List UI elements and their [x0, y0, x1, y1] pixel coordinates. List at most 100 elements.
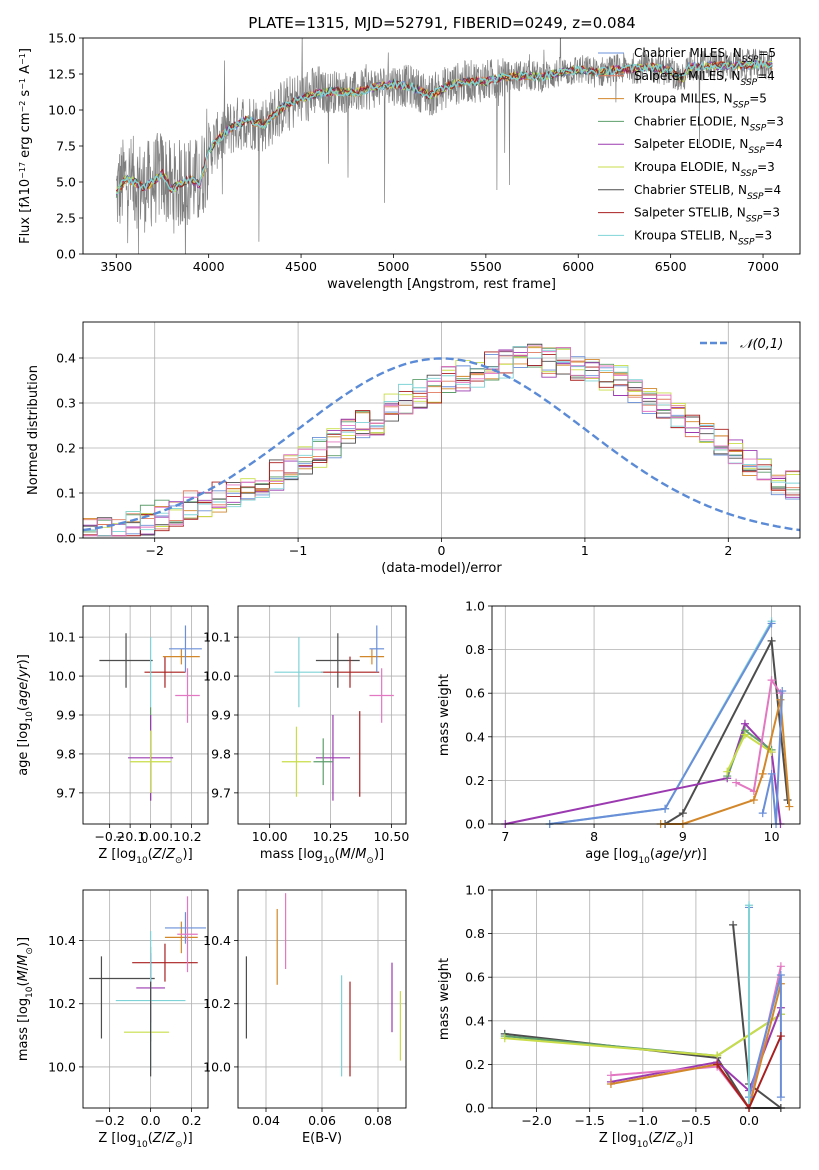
legend-label: Kroupa STELIB, NSSP=3	[634, 228, 772, 247]
y-tick-label: 10.0	[203, 1059, 231, 1074]
model-spectrum-line	[115, 58, 773, 195]
y-tick-label: 0.0	[465, 817, 485, 832]
series-line	[660, 699, 791, 825]
series-marker	[678, 809, 687, 818]
series-marker	[778, 687, 787, 696]
y-tick-label: 7.5	[56, 139, 76, 154]
x-tick-label: 6000	[562, 259, 594, 274]
y-tick-label: 0.0	[56, 531, 76, 546]
x-tick-label: −1.0	[628, 1113, 658, 1128]
series-marker	[776, 971, 785, 980]
x-tick-label: 0.06	[308, 1113, 336, 1128]
axes-frame	[237, 889, 407, 1109]
y-tick-label: 9.7	[211, 785, 231, 800]
y-axis-label: Flux [fλ10−17 erg cm−2 s−1 A−1]	[18, 48, 34, 244]
x-axis-label: Z [log10(Z/Z⊙)]	[98, 1131, 192, 1150]
x-tick-label: −2.0	[521, 1113, 551, 1128]
x-tick-label: 0.1	[161, 829, 181, 844]
x-tick-label: 0.2	[182, 1113, 202, 1128]
y-tick-label: 15.0	[48, 31, 76, 46]
series-marker	[729, 920, 738, 929]
y-tick-label: 2.5	[56, 211, 76, 226]
x-tick-label: 10.25	[313, 829, 349, 844]
legend-label: Salpeter STELIB, NSSP=3	[634, 206, 780, 225]
axes-frame	[82, 605, 209, 825]
legend-label: Salpeter ELODIE, NSSP=4	[634, 137, 783, 156]
series-marker	[749, 796, 758, 805]
x-tick-label: 4000	[193, 259, 225, 274]
x-axis-label: Z [log10(Z/Z⊙)]	[599, 1131, 693, 1150]
series-line	[549, 620, 773, 825]
x-axis-label: Z [log10(Z/Z⊙)]	[98, 847, 192, 866]
weight-vs-z-panel: −2.0 −1.5 −1.0 −0.5 0.0 0.0 0.2 0.4 0.6 0.8 1.0 Z […	[437, 883, 801, 1150]
y-tick-label: 0.2	[56, 441, 76, 456]
y-axis-label: mass weight	[437, 674, 452, 756]
y-tick-label: 0.8	[465, 642, 485, 657]
x-tick-label: 10	[764, 829, 780, 844]
y-tick-label: 10.4	[203, 933, 231, 948]
spectrum-panel: 3500 4000 4500 5000 5500 6000 6500 7000 0.0 2.5 5.…	[18, 31, 801, 292]
y-tick-label: 0.6	[465, 970, 485, 985]
series-marker	[776, 962, 785, 971]
axes-frame	[82, 37, 801, 255]
x-tick-label: 0	[438, 543, 446, 558]
series-marker	[758, 769, 767, 778]
age-vs-mass-panel: 10.00 10.25 10.50 9.7 9.8 9.9 10.0 10.1 mass [lo…	[203, 605, 409, 866]
x-tick-label: −0.1	[115, 829, 145, 844]
y-axis-label: mass weight	[437, 958, 452, 1040]
x-tick-label: 0.08	[364, 1113, 392, 1128]
series-marker	[776, 695, 785, 704]
y-tick-label: 10.2	[48, 996, 76, 1011]
legend-label: Chabrier STELIB, NSSP=4	[634, 183, 781, 202]
x-tick-label: −0.2	[94, 1113, 124, 1128]
y-tick-label: 1.0	[465, 599, 485, 614]
axes-frame	[82, 889, 209, 1109]
y-tick-label: 1.0	[465, 883, 485, 898]
series-line	[664, 637, 789, 825]
y-tick-label: 10.0	[48, 103, 76, 118]
y-tick-label: 9.9	[56, 708, 76, 723]
y-tick-label: 0.2	[465, 1057, 485, 1072]
x-tick-label: −1.5	[575, 1113, 605, 1128]
y-tick-label: 9.8	[211, 746, 231, 761]
x-tick-label: 7000	[747, 259, 779, 274]
y-tick-label: 10.4	[48, 933, 76, 948]
x-tick-label: 0.04	[252, 1113, 280, 1128]
weight-vs-age-panel: 7 8 9 10 0.0 0.2 0.4 0.6 0.8 1.0 age [log10(age/yr…	[437, 599, 801, 866]
y-axis-label: mass [log10(M/M⊙)]	[16, 937, 35, 1061]
series-marker	[785, 802, 794, 811]
x-tick-label: 0.2	[182, 829, 202, 844]
y-tick-label: 0.3	[56, 396, 76, 411]
series-marker	[776, 1032, 785, 1041]
series-marker	[723, 767, 732, 776]
x-tick-label: −1	[289, 543, 307, 558]
y-tick-label: 10.1	[48, 630, 76, 645]
mass-vs-ebv-panel: 0.04 0.06 0.08 10.0 10.2 10.4 E(B-V)	[203, 889, 407, 1146]
residual-histogram-panel: −2 −1 0 1 2 0.0 0.1 0.2 0.3 0.4 (data-model)/error…	[26, 321, 801, 576]
y-tick-label: 0.0	[56, 247, 76, 262]
y-tick-label: 0.6	[465, 686, 485, 701]
y-tick-label: 10.0	[48, 669, 76, 684]
x-axis-label: wavelength [Angstrom, rest frame]	[327, 277, 556, 292]
x-tick-label: 0.0	[141, 829, 161, 844]
x-tick-label: 4500	[285, 259, 317, 274]
legend-label: 𝒩(0,1)	[740, 337, 783, 352]
x-axis-label: E(B-V)	[302, 1131, 342, 1146]
histogram-step-line	[83, 345, 800, 538]
series-marker	[606, 1080, 615, 1089]
series-marker	[732, 778, 741, 787]
x-axis-label: mass [log10(M/M⊙)]	[260, 847, 384, 866]
series-marker	[767, 636, 776, 645]
legend-label: Chabrier ELODIE, NSSP=3	[634, 114, 784, 133]
x-axis-label: (data-model)/error	[381, 561, 502, 576]
series-marker	[745, 901, 754, 910]
axes-frame	[491, 889, 801, 1109]
series-line	[549, 622, 773, 825]
y-tick-label: 12.5	[48, 67, 76, 82]
axes-frame	[491, 605, 801, 825]
axes-frame	[237, 605, 407, 825]
x-tick-label: −2	[145, 543, 163, 558]
x-tick-label: 0.0	[141, 1113, 161, 1128]
y-tick-label: 5.0	[56, 175, 76, 190]
